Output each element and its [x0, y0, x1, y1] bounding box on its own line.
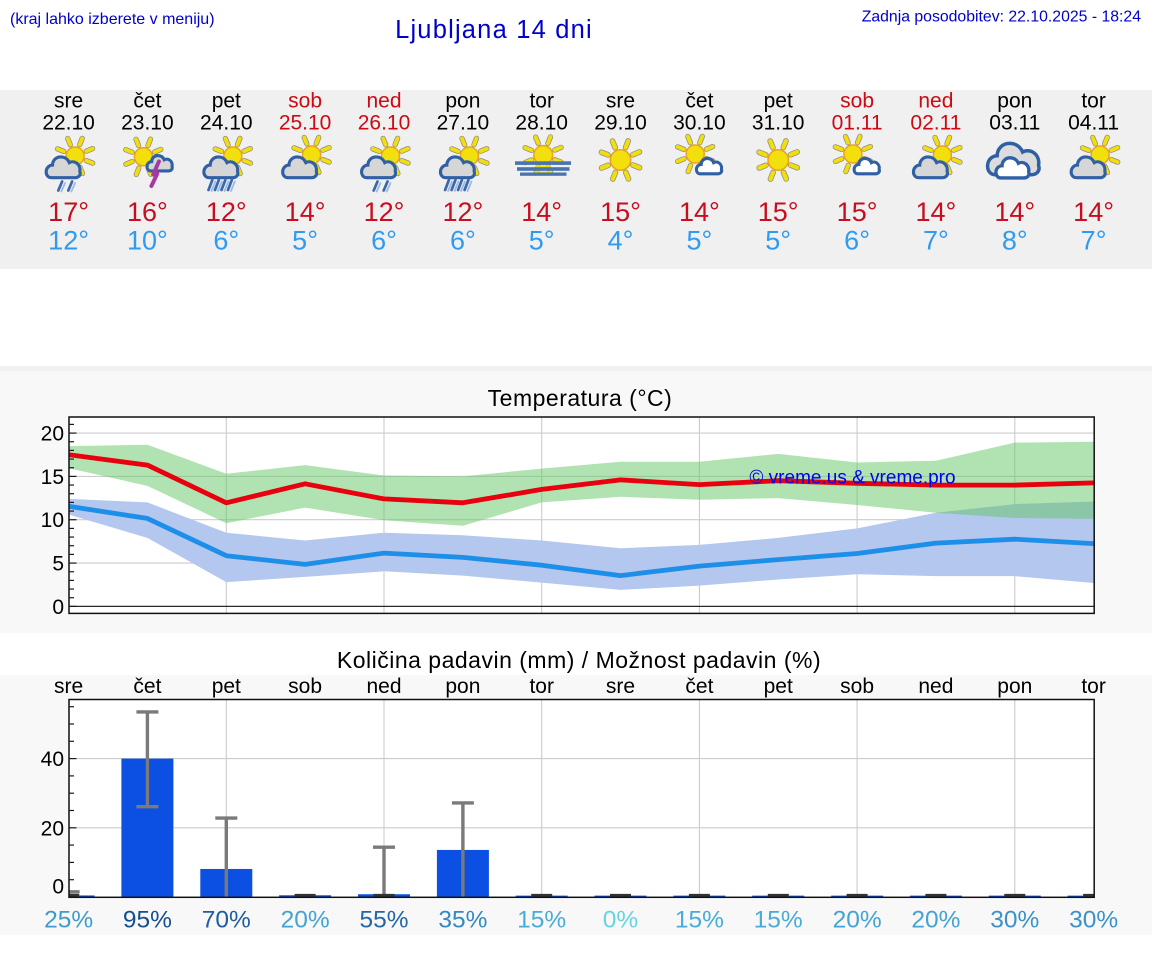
svg-text:15°: 15° — [758, 197, 799, 227]
svg-text:ned: ned — [366, 675, 401, 698]
svg-text:sre: sre — [606, 90, 635, 113]
svg-text:pet: pet — [212, 675, 241, 698]
svg-text:7°: 7° — [1081, 226, 1107, 256]
svg-text:12°: 12° — [48, 226, 89, 256]
svg-text:20%: 20% — [281, 907, 330, 934]
svg-text:15%: 15% — [517, 907, 566, 934]
svg-text:35%: 35% — [438, 907, 487, 934]
svg-text:čet: čet — [133, 675, 161, 698]
svg-text:tor: tor — [529, 90, 554, 113]
svg-text:14°: 14° — [679, 197, 720, 227]
svg-text:23.10: 23.10 — [121, 112, 174, 135]
svg-text:25%: 25% — [44, 907, 93, 934]
svg-text:ned: ned — [918, 90, 953, 113]
svg-text:15°: 15° — [837, 197, 878, 227]
svg-text:sob: sob — [288, 90, 322, 113]
svg-text:16°: 16° — [127, 197, 168, 227]
svg-text:sre: sre — [54, 90, 83, 113]
svg-text:30%: 30% — [1069, 907, 1118, 934]
svg-text:sob: sob — [840, 90, 874, 113]
svg-text:10: 10 — [41, 509, 64, 532]
svg-text:0: 0 — [52, 596, 64, 619]
svg-text:pon: pon — [445, 675, 480, 698]
svg-text:28.10: 28.10 — [515, 112, 568, 135]
svg-text:sre: sre — [606, 675, 635, 698]
svg-text:03.11: 03.11 — [989, 112, 1040, 135]
svg-text:6°: 6° — [844, 226, 870, 256]
svg-text:25.10: 25.10 — [279, 112, 332, 135]
svg-text:20: 20 — [41, 817, 64, 840]
svg-text:02.11: 02.11 — [910, 112, 961, 135]
svg-text:55%: 55% — [359, 907, 408, 934]
svg-text:5°: 5° — [292, 226, 318, 256]
svg-text:Temperatura (°C): Temperatura (°C) — [488, 385, 673, 411]
svg-text:30%: 30% — [990, 907, 1039, 934]
svg-text:tor: tor — [1081, 675, 1106, 698]
svg-text:14°: 14° — [285, 197, 326, 227]
svg-text:14°: 14° — [1073, 197, 1114, 227]
svg-text:95%: 95% — [123, 907, 172, 934]
svg-text:20%: 20% — [911, 907, 960, 934]
svg-text:14°: 14° — [521, 197, 562, 227]
svg-text:sob: sob — [840, 675, 874, 698]
svg-text:7°: 7° — [923, 226, 949, 256]
svg-text:70%: 70% — [202, 907, 251, 934]
svg-text:6°: 6° — [450, 226, 476, 256]
svg-text:čet: čet — [685, 675, 713, 698]
svg-text:pon: pon — [997, 675, 1032, 698]
svg-text:pet: pet — [764, 90, 793, 113]
svg-text:15: 15 — [41, 466, 64, 489]
svg-text:5°: 5° — [529, 226, 555, 256]
svg-text:14°: 14° — [915, 197, 956, 227]
svg-text:pon: pon — [997, 90, 1032, 113]
svg-text:12°: 12° — [364, 197, 405, 227]
svg-text:22.10: 22.10 — [42, 112, 95, 135]
svg-text:27.10: 27.10 — [437, 112, 490, 135]
svg-text:01.11: 01.11 — [832, 112, 883, 135]
svg-text:04.11: 04.11 — [1068, 112, 1119, 135]
svg-text:26.10: 26.10 — [358, 112, 411, 135]
svg-text:5°: 5° — [765, 226, 791, 256]
svg-text:Količina padavin (mm) / Možnos: Količina padavin (mm) / Možnost padavin … — [337, 647, 821, 673]
svg-text:© vreme.us & vreme.pro: © vreme.us & vreme.pro — [749, 468, 955, 489]
svg-text:12°: 12° — [206, 197, 247, 227]
svg-text:10°: 10° — [127, 226, 168, 256]
svg-text:Ljubljana 14 dni: Ljubljana 14 dni — [395, 16, 593, 44]
svg-text:sob: sob — [288, 675, 322, 698]
svg-text:ned: ned — [918, 675, 953, 698]
svg-text:15°: 15° — [600, 197, 641, 227]
svg-text:14°: 14° — [994, 197, 1035, 227]
svg-text:5°: 5° — [686, 226, 712, 256]
svg-text:tor: tor — [529, 675, 554, 698]
svg-text:17°: 17° — [48, 197, 89, 227]
svg-text:ned: ned — [366, 90, 401, 113]
svg-text:15%: 15% — [754, 907, 803, 934]
svg-text:pet: pet — [212, 90, 241, 113]
svg-text:4°: 4° — [608, 226, 634, 256]
svg-text:40: 40 — [41, 748, 64, 771]
svg-text:Zadnja posodobitev: 22.10.2025: Zadnja posodobitev: 22.10.2025 - 18:24 — [862, 9, 1142, 26]
svg-text:29.10: 29.10 — [594, 112, 647, 135]
svg-text:(kraj lahko izberete v meniju): (kraj lahko izberete v meniju) — [10, 11, 215, 28]
svg-text:0%: 0% — [603, 907, 638, 934]
svg-text:5: 5 — [52, 553, 64, 576]
svg-text:20: 20 — [41, 423, 64, 446]
svg-text:tor: tor — [1081, 90, 1106, 113]
svg-text:sre: sre — [54, 675, 83, 698]
svg-text:0: 0 — [52, 876, 64, 899]
svg-text:15%: 15% — [675, 907, 724, 934]
svg-text:6°: 6° — [213, 226, 239, 256]
svg-text:čet: čet — [133, 90, 161, 113]
svg-text:8°: 8° — [1002, 226, 1028, 256]
svg-text:pon: pon — [445, 90, 480, 113]
svg-text:20%: 20% — [833, 907, 882, 934]
svg-text:31.10: 31.10 — [752, 112, 805, 135]
svg-text:čet: čet — [685, 90, 713, 113]
svg-text:30.10: 30.10 — [673, 112, 726, 135]
svg-text:pet: pet — [764, 675, 793, 698]
svg-text:24.10: 24.10 — [200, 112, 253, 135]
svg-text:12°: 12° — [442, 197, 483, 227]
svg-text:6°: 6° — [371, 226, 397, 256]
